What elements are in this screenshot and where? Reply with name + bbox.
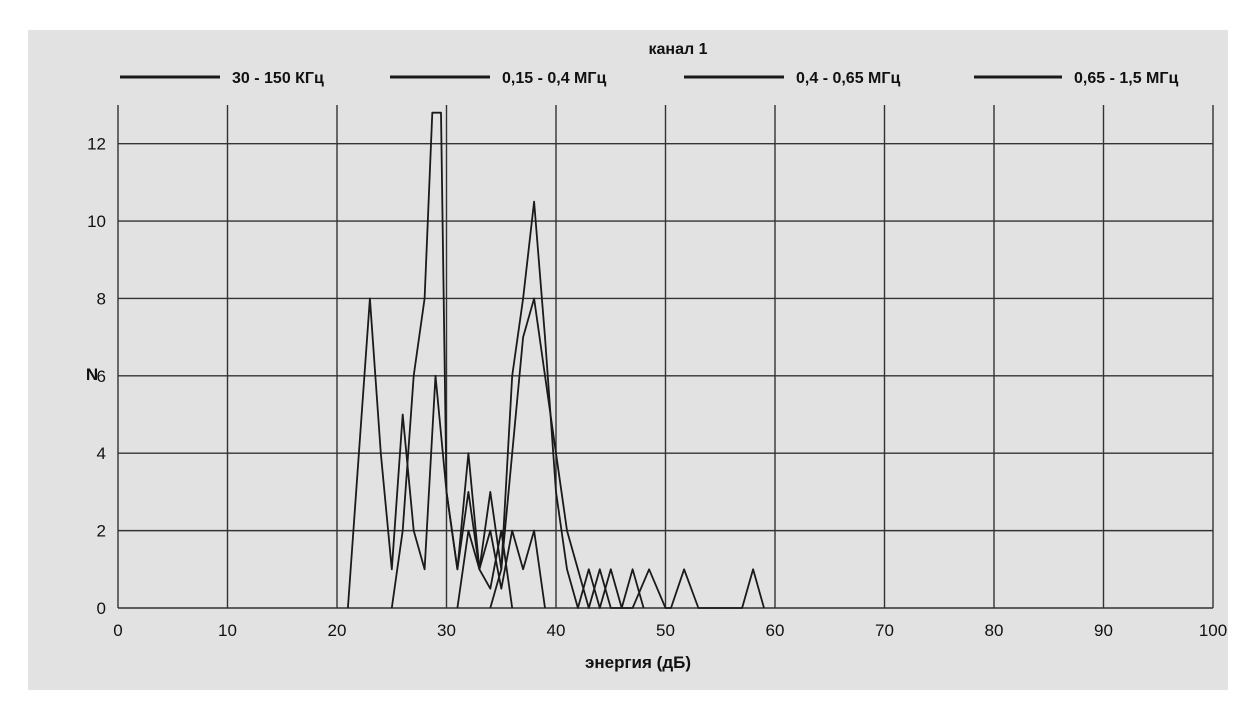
x-tick-labels: 0 10 20 30 40 50 60 70 80 90 100 [113,621,1227,640]
x-tick-label: 50 [656,621,675,640]
series-line-4 [489,297,765,609]
legend: 30 - 150 КГц 0,15 - 0,4 МГц 0,4 - 0,65 МГц… [120,70,1178,87]
y-tick-label: 6 [97,367,106,386]
y-tick-label: 12 [87,135,106,154]
legend-label-3: 0,4 - 0,65 МГц [796,70,900,87]
x-tick-label: 20 [328,621,347,640]
legend-label-4: 0,65 - 1,5 МГц [1074,70,1178,87]
y-tick-label: 0 [97,599,106,618]
chart-figure: 0 10 20 30 40 50 60 70 80 90 100 0 2 4 6 8 10 12 30 - 15… [28,30,1228,690]
x-tick-label: 40 [547,621,566,640]
y-tick-label: 8 [97,289,106,308]
grid [118,105,1214,608]
series-line-1 [347,297,514,609]
y-tick-label: 4 [97,444,106,463]
x-tick-label: 100 [1199,621,1227,640]
x-tick-label: 0 [113,621,122,640]
series-layer [347,111,765,609]
x-tick-label: 90 [1094,621,1113,640]
x-tick-label: 30 [437,621,456,640]
x-tick-label: 10 [218,621,237,640]
y-tick-label: 2 [97,522,106,541]
y-tick-labels: 0 2 4 6 8 10 12 [87,135,106,618]
x-axis-label: энергия (дБ) [585,653,691,672]
legend-label-1: 30 - 150 КГц [232,70,324,87]
series-line-2 [390,111,546,609]
y-axis-label: N [86,365,98,384]
line-chart: 0 10 20 30 40 50 60 70 80 90 100 0 2 4 6 8 10 12 30 - 15… [86,41,1227,672]
chart-title: канал 1 [649,41,708,58]
y-tick-label: 10 [87,212,106,231]
legend-label-2: 0,15 - 0,4 МГц [502,70,606,87]
x-tick-label: 80 [985,621,1004,640]
x-tick-label: 60 [766,621,785,640]
x-tick-label: 70 [875,621,894,640]
